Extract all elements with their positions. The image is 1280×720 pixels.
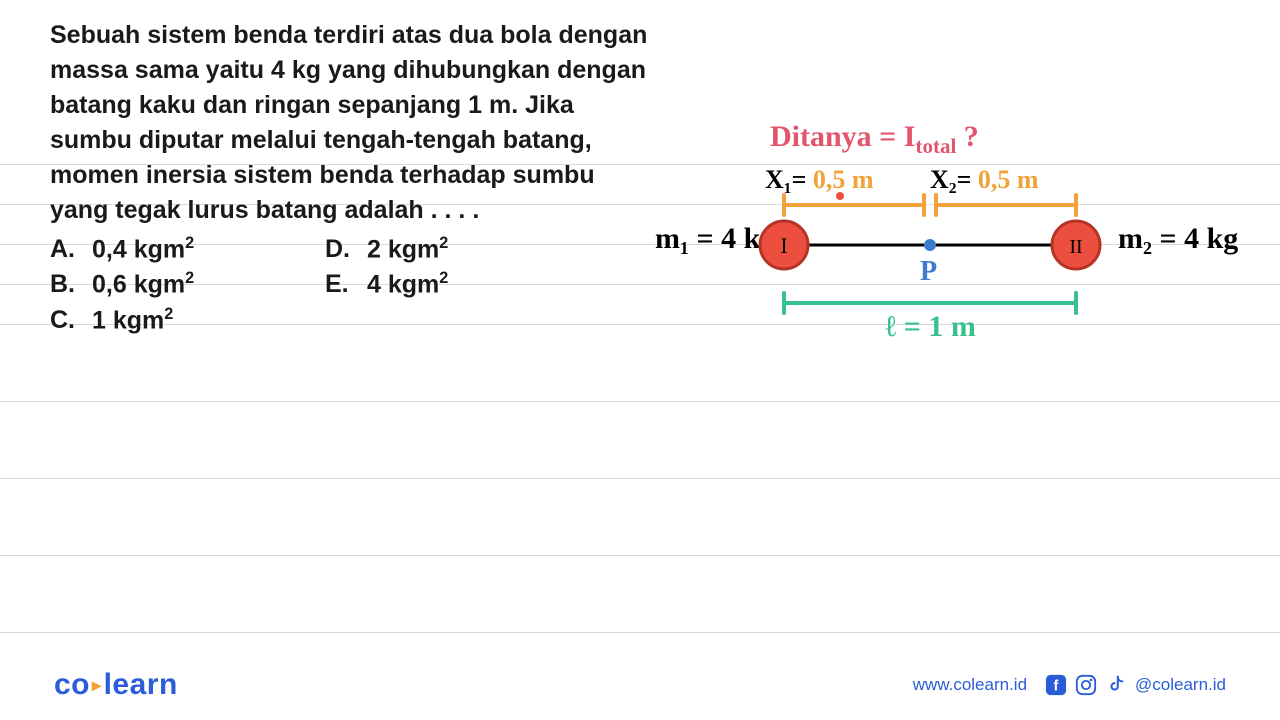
option-d-text: 2 kgm2 <box>367 232 448 267</box>
asked-label: Ditanya = Itotal ? <box>770 120 979 159</box>
physics-diagram: I II <box>720 165 1140 335</box>
question-text: Sebuah sistem benda terdiri atas dua bol… <box>50 18 650 228</box>
brand-logo: co▸learn <box>54 668 178 702</box>
rule-line <box>0 555 1280 556</box>
option-c-text: 1 kgm2 <box>92 303 173 338</box>
svg-text:f: f <box>1054 679 1059 695</box>
option-e-text: 4 kgm2 <box>367 267 448 302</box>
tiktok-icon <box>1105 674 1127 696</box>
facebook-icon: f <box>1045 674 1067 696</box>
ball-left-label: I <box>780 233 787 258</box>
ball-right-label: II <box>1069 236 1082 258</box>
option-c-letter: C. <box>50 303 92 338</box>
social-handle: @colearn.id <box>1135 675 1226 695</box>
option-b-text: 0,6 kgm2 <box>92 267 194 302</box>
footer-url: www.colearn.id <box>913 675 1027 695</box>
instagram-icon <box>1075 674 1097 696</box>
page: Sebuah sistem benda terdiri atas dua bol… <box>0 0 1280 720</box>
option-e-letter: E. <box>325 267 367 302</box>
answer-options: A. 0,4 kgm2 D. 2 kgm2 B. 0,6 kgm2 E. 4 k… <box>50 232 448 338</box>
rule-line <box>0 632 1280 633</box>
triangle-icon: ▸ <box>92 675 102 696</box>
red-dot <box>836 192 844 200</box>
rule-line <box>0 401 1280 402</box>
option-a-text: 0,4 kgm2 <box>92 232 194 267</box>
option-d-letter: D. <box>325 232 367 267</box>
footer: co▸learn www.colearn.id f @colearn.id <box>0 668 1280 702</box>
option-a-letter: A. <box>50 232 92 267</box>
social-icons: f @colearn.id <box>1045 674 1226 696</box>
option-b-letter: B. <box>50 267 92 302</box>
rule-line <box>0 478 1280 479</box>
